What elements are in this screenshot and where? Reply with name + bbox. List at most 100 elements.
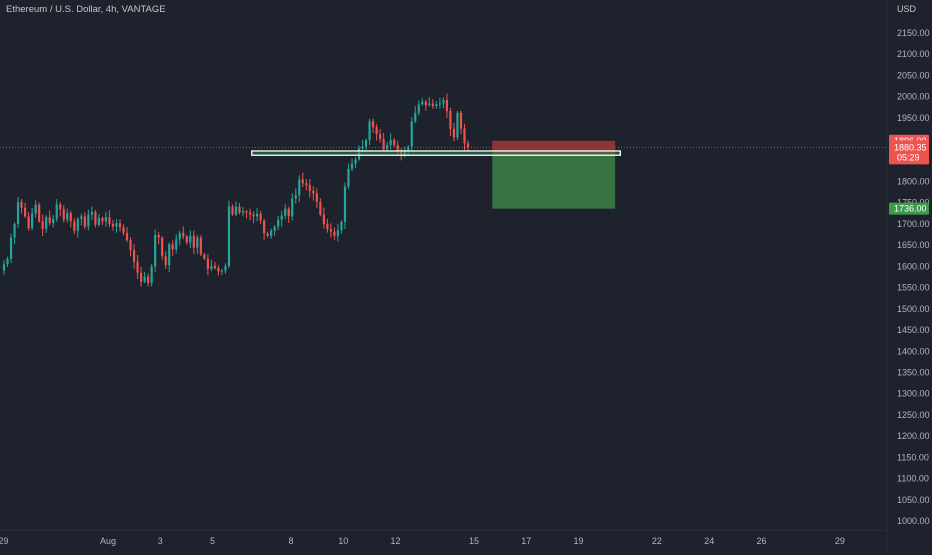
candle-body xyxy=(263,220,266,234)
candle-body xyxy=(125,232,129,241)
candle-body xyxy=(277,219,280,227)
candle-body xyxy=(38,204,41,222)
x-tick-label: Aug xyxy=(100,536,116,546)
y-tick-label: 1300.00 xyxy=(897,389,930,399)
candle-body xyxy=(256,213,259,217)
candle-body xyxy=(185,236,188,243)
candle-body xyxy=(224,265,227,271)
candle-body xyxy=(375,127,378,134)
candle-body xyxy=(424,101,427,106)
candle-body xyxy=(382,139,385,150)
candle-body xyxy=(199,237,202,255)
candle-body xyxy=(94,212,97,225)
candle-body xyxy=(16,201,20,224)
candle-body xyxy=(312,190,315,194)
target-price-tag xyxy=(889,202,929,215)
currency-label: USD xyxy=(897,4,917,14)
candle-body xyxy=(97,218,100,225)
candle-body xyxy=(234,206,238,215)
candle-body xyxy=(259,213,262,221)
candle-body xyxy=(62,209,65,220)
candle-body xyxy=(438,103,441,105)
candle-body xyxy=(322,214,325,224)
candle-body xyxy=(66,212,69,220)
candle-body xyxy=(231,206,234,215)
candle-body xyxy=(157,234,160,238)
candle-body xyxy=(55,204,58,219)
candle-body xyxy=(343,186,347,222)
candle-body xyxy=(164,256,167,266)
x-tick-label: 22 xyxy=(652,536,662,546)
y-tick-label: 1200.00 xyxy=(897,431,930,441)
candle-body xyxy=(118,223,122,228)
candle-body xyxy=(111,223,115,227)
x-tick-label: 19 xyxy=(574,536,584,546)
candle-body xyxy=(305,183,308,185)
candle-body xyxy=(414,112,417,122)
x-tick-label: 8 xyxy=(288,536,293,546)
candle-body xyxy=(76,218,79,231)
x-tick-label: 15 xyxy=(469,536,479,546)
x-tick-label: 5 xyxy=(210,536,215,546)
y-tick-label: 1700.00 xyxy=(897,219,930,229)
candle-body xyxy=(280,215,283,220)
candle-body xyxy=(213,265,216,269)
candle-body xyxy=(196,237,199,248)
candle-body xyxy=(396,145,399,152)
candle-body xyxy=(315,193,318,202)
y-tick-label: 1400.00 xyxy=(897,346,930,356)
y-tick-label: 1250.00 xyxy=(897,410,930,420)
candle-body xyxy=(24,207,27,217)
y-tick-label: 2050.00 xyxy=(897,70,930,80)
candle-body xyxy=(340,221,343,231)
candle-body xyxy=(298,179,301,196)
candle-body xyxy=(350,163,354,169)
x-tick-label: 3 xyxy=(158,536,163,546)
candle-body xyxy=(41,221,44,230)
candle-body xyxy=(168,244,171,266)
candle-body xyxy=(372,121,375,128)
y-tick-label: 1500.00 xyxy=(897,304,930,314)
target-price-tag-text: 1736.00 xyxy=(894,204,927,214)
candle-body xyxy=(456,112,459,138)
candle-body xyxy=(220,270,224,272)
candle-body xyxy=(326,223,329,230)
current-price-tag xyxy=(889,140,929,165)
candle-body xyxy=(245,211,248,213)
y-tick-label: 2000.00 xyxy=(897,92,930,102)
y-tick-label: 1050.00 xyxy=(897,495,930,505)
candle-body xyxy=(445,100,448,112)
candle-body xyxy=(435,104,438,106)
candle-body xyxy=(132,250,136,262)
candle-body xyxy=(143,276,146,282)
candle-body xyxy=(442,100,445,104)
candle-body xyxy=(69,212,72,222)
x-tick-label: 10 xyxy=(338,536,348,546)
x-tick-label: 12 xyxy=(391,536,401,546)
candle-body xyxy=(417,104,420,113)
candle-body xyxy=(347,168,350,187)
y-tick-label: 2100.00 xyxy=(897,49,930,59)
candle-body xyxy=(210,265,213,269)
x-tick-label: 29 xyxy=(0,536,8,546)
candle-body xyxy=(182,232,185,237)
y-tick-label: 1000.00 xyxy=(897,516,930,526)
candle-body xyxy=(252,214,255,217)
candle-body xyxy=(308,184,311,191)
candle-body xyxy=(270,230,273,236)
support-zone-box xyxy=(251,150,621,156)
candle-body xyxy=(115,223,118,227)
candle-body xyxy=(364,139,368,147)
candle-body xyxy=(466,143,470,148)
candle-body xyxy=(178,232,181,240)
countdown-text: 05:29 xyxy=(897,152,920,162)
candle-body xyxy=(20,201,23,208)
candle-body xyxy=(101,218,104,222)
candle-body xyxy=(361,146,364,149)
candle-body xyxy=(452,128,456,138)
candle-body xyxy=(45,217,48,230)
candle-body xyxy=(136,261,139,273)
y-tick-label: 1150.00 xyxy=(897,452,929,462)
